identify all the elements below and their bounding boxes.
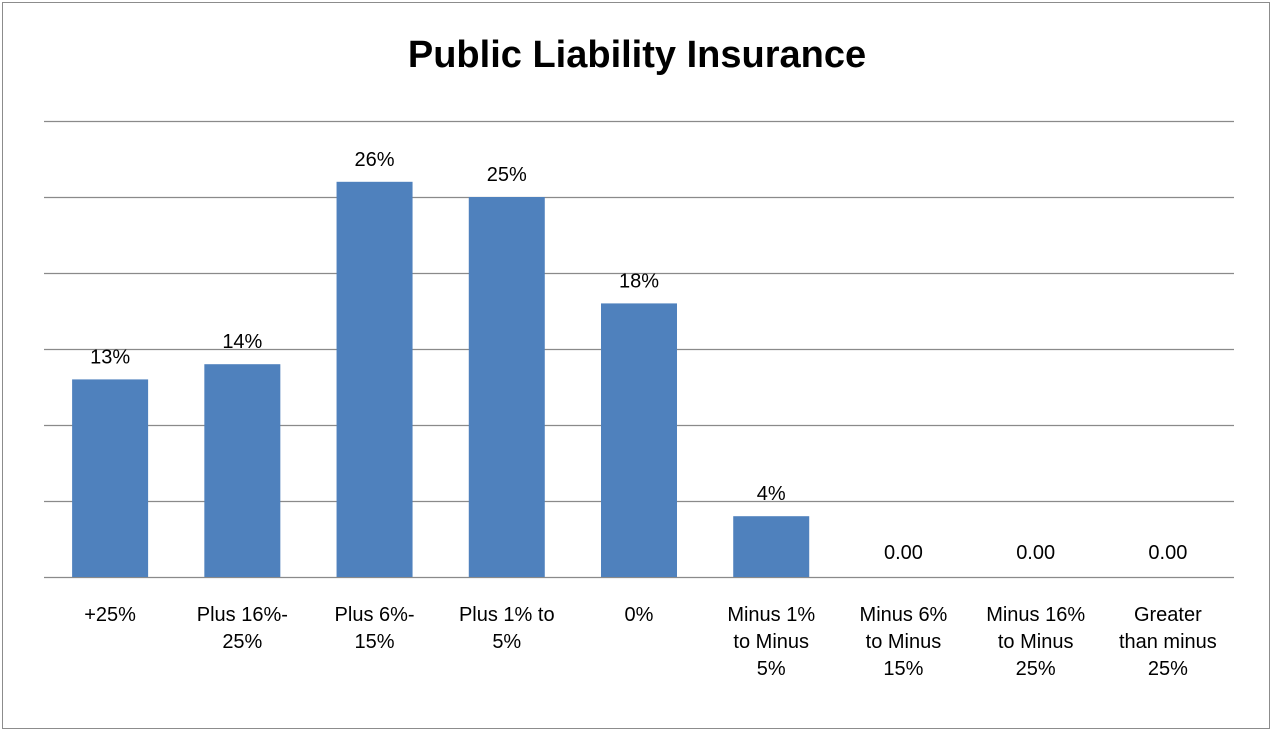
- data-label: 14%: [222, 331, 262, 353]
- category-label: 5%: [492, 631, 521, 653]
- category-label: Minus 1%: [727, 604, 815, 626]
- category-label: 25%: [1148, 658, 1188, 680]
- data-label: 0.00: [1148, 542, 1187, 564]
- category-label: to Minus: [866, 631, 942, 653]
- bar: [72, 379, 149, 577]
- category-label: 25%: [1016, 658, 1056, 680]
- category-labels: +25% Plus 16%- 25% Plus 6%- 15% Plus 1% to 5% 0…: [84, 604, 1217, 680]
- data-label: 4%: [757, 483, 786, 505]
- data-label: 13%: [90, 346, 130, 368]
- data-label: 25%: [487, 164, 527, 186]
- bar: [468, 197, 545, 577]
- data-label: 26%: [355, 149, 395, 171]
- category-label: Minus 6%: [860, 604, 948, 626]
- category-label: Greater: [1134, 604, 1202, 626]
- category-label: Minus 16%: [986, 604, 1085, 626]
- bar: [733, 516, 810, 577]
- bars: [72, 181, 810, 578]
- bar: [336, 181, 413, 578]
- category-label: Plus 16%-: [197, 604, 288, 626]
- category-label: 25%: [222, 631, 262, 653]
- bar: [601, 303, 677, 577]
- data-labels: 13% 14% 26% 25% 18% 4% 0.00 0.00 0.00: [90, 149, 1187, 564]
- data-label: 0.00: [1016, 542, 1055, 564]
- category-label: Plus 1% to: [459, 604, 555, 626]
- category-label: 15%: [355, 631, 395, 653]
- chart-title: Public Liability Insurance: [407, 34, 867, 76]
- category-label: +25%: [84, 604, 136, 626]
- data-label: 18%: [619, 270, 659, 292]
- category-label: 0%: [625, 604, 654, 626]
- category-label: Plus 6%-: [335, 604, 415, 626]
- category-label: to Minus: [998, 631, 1074, 653]
- category-label: 5%: [757, 658, 786, 680]
- category-label: than minus: [1119, 631, 1217, 653]
- data-label: 0.00: [884, 542, 923, 564]
- bar: [204, 364, 281, 577]
- category-label: 15%: [883, 658, 923, 680]
- category-label: to Minus: [733, 631, 809, 653]
